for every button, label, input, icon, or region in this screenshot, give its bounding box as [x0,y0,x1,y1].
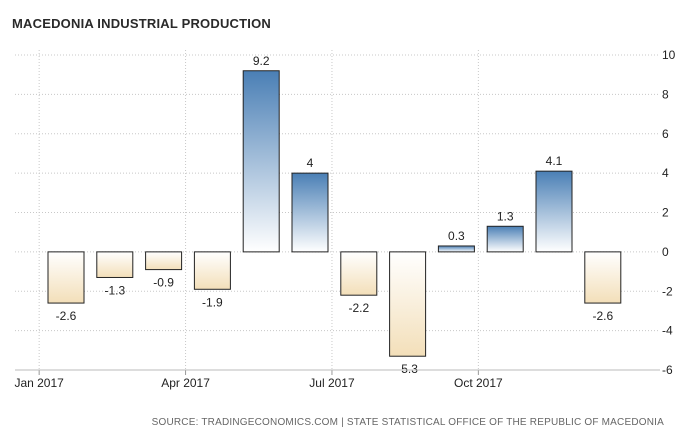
data-label: 0.3 [448,229,465,243]
y-tick-label: 6 [662,127,669,141]
y-tick-label: 8 [662,87,669,101]
bar [437,245,475,253]
y-tick-label: -6 [662,363,673,377]
data-labels-layer: -2.6 -1.3 -0.9 -1.9 9.2 4 -2.2 -5.3 0.3 1.3 4.1 -2.… [56,54,614,376]
axis-layer: 10 8 6 4 2 0 -2 -4 -6 Jan 2017 Apr 2017 Jul 2017 Oct… [14,48,675,390]
y-tick-label: 2 [662,206,669,220]
y-tick-label: -4 [662,324,673,338]
data-label: -2.2 [348,301,369,315]
x-tick-label: Oct 2017 [454,376,503,390]
bars-layer [47,70,622,357]
y-tick-label: 0 [662,245,669,259]
bar [96,251,134,278]
y-tick-label: -2 [662,284,673,298]
data-label: -1.3 [104,283,125,297]
data-label: 4 [307,156,314,170]
x-tick-label: Jan 2017 [14,376,64,390]
bar [242,70,280,253]
bar [47,251,85,304]
bar [389,251,427,357]
data-label: 9.2 [253,54,270,68]
chart-title: MACEDONIA INDUSTRIAL PRODUCTION [12,16,271,31]
bar [291,172,329,253]
data-label: 1.3 [497,209,514,223]
x-tick-label: Apr 2017 [161,376,210,390]
bar [193,251,231,290]
x-tick-label: Jul 2017 [309,376,355,390]
y-tick-label: 10 [662,48,676,62]
data-label: -5.3 [397,362,418,376]
bar [584,251,622,304]
bar [340,251,378,296]
source-note: SOURCE: TRADINGECONOMICS.COM | STATE STA… [151,417,664,428]
data-label: 4.1 [546,154,563,168]
bar [486,225,524,253]
data-label: -1.9 [202,295,223,309]
bar [535,170,573,253]
y-tick-label: 4 [662,166,669,180]
data-label: -2.6 [56,309,77,323]
bar [145,251,183,271]
data-label: -0.9 [153,276,174,290]
data-label: -2.6 [592,309,613,323]
